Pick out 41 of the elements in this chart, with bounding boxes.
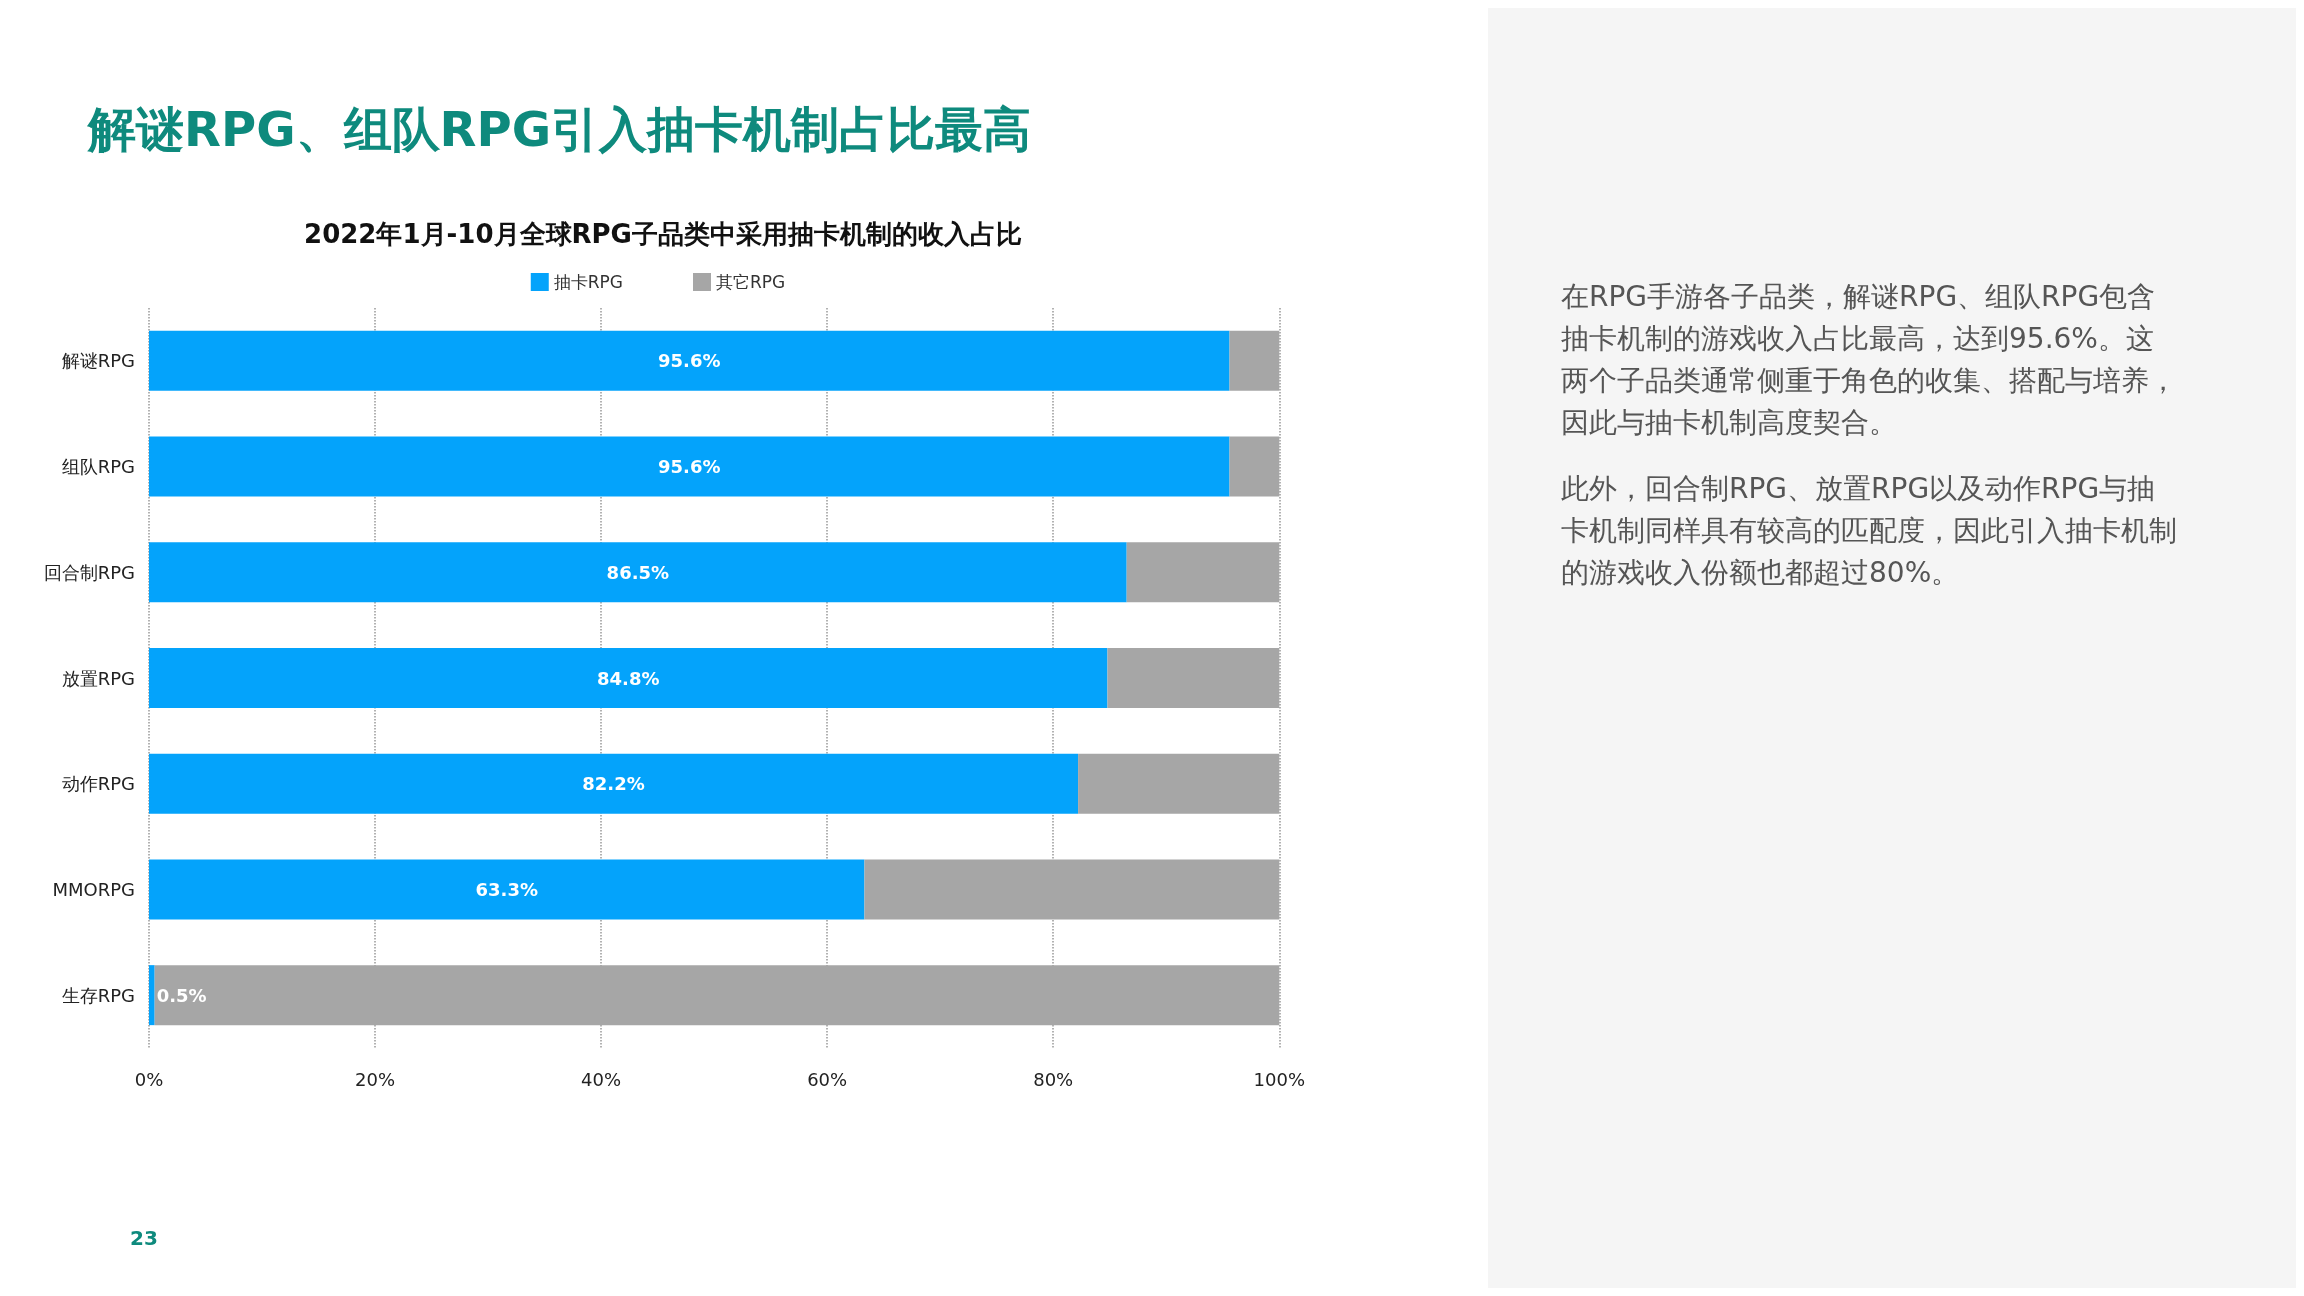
x-tick-label: 20% (355, 1068, 396, 1090)
x-tick-label: 100% (1253, 1068, 1305, 1090)
x-tick-label: 80% (1033, 1068, 1074, 1090)
bar (149, 965, 155, 1026)
y-tick-label: 动作RPG (61, 773, 135, 795)
y-tick-label: 生存RPG (61, 984, 135, 1006)
legend-label: 其它RPG (716, 272, 786, 292)
bar (154, 965, 1280, 1026)
text: 23 (130, 1226, 158, 1250)
y-tick-label: 组队RPG (61, 456, 135, 478)
bar (1229, 436, 1280, 497)
bar (149, 859, 865, 920)
text: 在RPG手游各子品类，解谜RPG、组队RPG包含抽卡机制的游戏收入占比最高，达到95.6%。这两个子品类通常侧重于角色的收集、搭配与培养，因此与抽卡机制高度契合。 (1561, 279, 2178, 441)
bar (1078, 753, 1280, 814)
bar (864, 859, 1280, 920)
data-label: 95.6% (658, 350, 721, 372)
chart-subtitle: 2022年1月-10月全球RPG子品类中采用抽卡机制的收入占比 (304, 219, 1022, 249)
y-tick-label: 解谜RPG (61, 350, 135, 372)
x-tick-label: 0% (134, 1068, 164, 1090)
bar (149, 542, 1127, 603)
data-label: 86.5% (606, 561, 670, 583)
y-tick-label: MMORPG (52, 878, 135, 900)
bar (149, 648, 1108, 708)
x-tick-label: 40% (581, 1068, 622, 1090)
data-label: 82.2% (582, 773, 645, 795)
y-tick-label: 放置RPG (61, 667, 135, 689)
bar (149, 436, 1230, 497)
data-label: 63.3% (475, 878, 538, 900)
data-label: 84.8% (597, 667, 660, 689)
bar (149, 753, 1079, 814)
x-tick-label: 60% (807, 1068, 848, 1090)
data-label: 0.5% (156, 984, 207, 1006)
chart-title: 解谜RPG、组队RPG引入抽卡机制占比最高 (88, 100, 1032, 159)
y-tick-label: 回合制RPG (43, 561, 135, 583)
bar (149, 330, 1230, 391)
legend-label: 抽卡RPG (553, 272, 624, 292)
text: 此外，回合制RPG、放置RPG以及动作RPG与抽卡机制同样具有较高的匹配度，因此引入抽卡机制的游戏收入份额也都超过80%。 (1561, 471, 2178, 591)
bar (1229, 330, 1280, 391)
bar (1126, 542, 1280, 603)
bar (1107, 648, 1280, 708)
data-label: 95.6% (658, 456, 721, 478)
